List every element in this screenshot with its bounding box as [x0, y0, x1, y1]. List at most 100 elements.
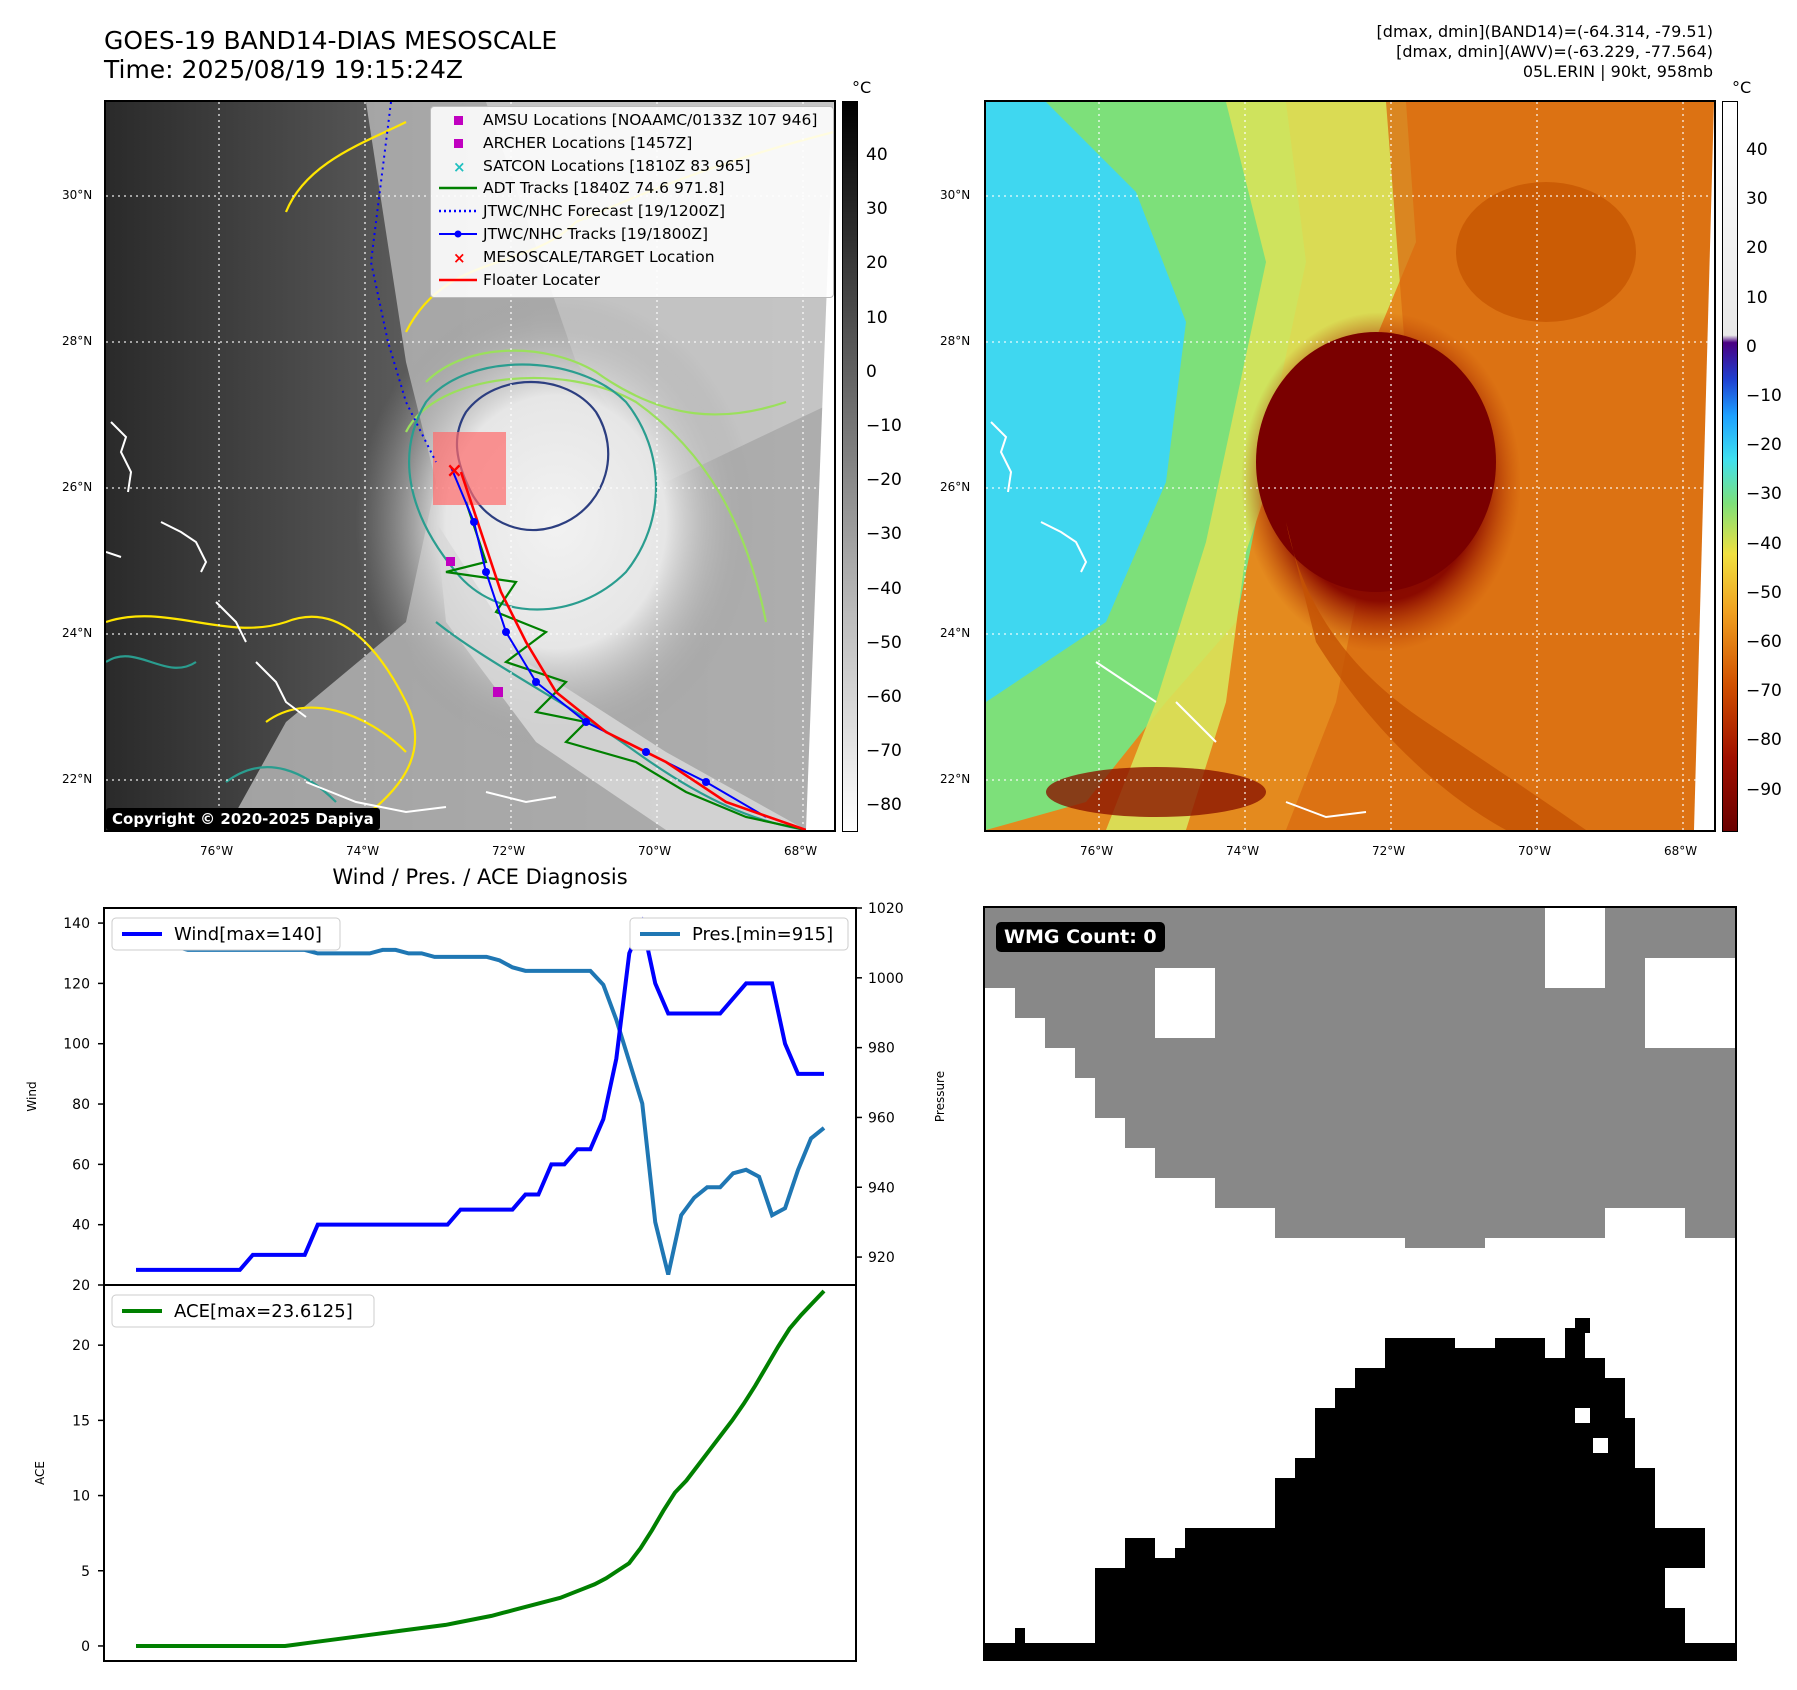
lon-label-76-right: 76°W [1080, 844, 1114, 858]
gray-colorbar-tick: −50 [866, 632, 902, 653]
diagnosis-title: Wind / Pres. / ACE Diagnosis [332, 865, 628, 889]
gray-colorbar-tick: −10 [866, 416, 902, 436]
lon-label-74-right: 74°W [1226, 844, 1260, 858]
wind-pressure-frame [103, 907, 857, 1286]
pressure-tick-label: 1020 [868, 901, 904, 917]
wmg-mask-image [985, 908, 1735, 1659]
gray-colorbar-tick: 40 [866, 145, 888, 165]
legend-symbol: × [453, 249, 466, 267]
legend-symbol: × [453, 158, 466, 176]
gray-colorbar-tick: 20 [866, 253, 888, 274]
pressure-series-line [136, 923, 826, 1276]
legend-label: Floater Locater [483, 270, 600, 289]
ace-series-line [136, 1289, 826, 1648]
legend-label: ARCHER Locations [1457Z] [483, 133, 693, 152]
color-colorbar-tick: 30 [1746, 189, 1768, 210]
copyright-label: Copyright © 2020-2025 Dapiya [106, 808, 380, 830]
ace-legend-label: ACE[max=23.6125] [174, 1301, 353, 1322]
gray-colorbar-tick: −80 [866, 795, 902, 816]
wind-tick-label: 80 [72, 1097, 90, 1113]
legend-symbol [439, 230, 477, 238]
lat-label-30: 30°N [62, 188, 93, 202]
lon-label-70-right: 70°W [1518, 844, 1552, 858]
gray-colorbar-unit: °C [852, 78, 872, 97]
pressure-tick-label: 960 [868, 1110, 895, 1126]
ace-tick-label: 0 [81, 1639, 90, 1655]
pressure-tick-label: 940 [868, 1180, 895, 1196]
color-colorbar-tick: −30 [1746, 484, 1782, 505]
pressure-tick-label: 980 [868, 1041, 895, 1057]
gray-colorbar-tick: −30 [866, 524, 902, 545]
meta-band14: [dmax, dmin](BAND14)=(-64.314, -79.51) [1376, 22, 1713, 41]
ace-tick-label: 20 [72, 1338, 90, 1354]
ace-tick-label: 5 [81, 1564, 90, 1580]
legend-symbol [439, 209, 477, 213]
legend-label: SATCON Locations [1810Z 83 965] [483, 156, 751, 175]
gray-colorbar-tick: 0 [866, 361, 877, 382]
svg-text:×: × [453, 249, 466, 267]
gray-colorbar-tick: −70 [866, 741, 902, 762]
wmg-count-badge: WMG Count: 0 [996, 922, 1165, 952]
wind-tick-label: 20 [72, 1278, 90, 1294]
pressure-legend-box [629, 917, 849, 951]
legend-symbol [439, 187, 477, 190]
pressure-legend-label: Pres.[min=915] [692, 924, 833, 945]
lon-label-76: 76°W [200, 844, 234, 858]
wind-tick-label: 40 [72, 1218, 90, 1234]
lon-label-68: 68°W [784, 844, 818, 858]
color-colorbar-tick: 0 [1746, 336, 1757, 357]
meta-storm: 05L.ERIN | 90kt, 958mb [1522, 62, 1713, 81]
color-colorbar-tick: −20 [1746, 435, 1782, 456]
gray-colorbar [842, 101, 858, 832]
ace-frame [103, 1284, 857, 1662]
lat-label-22: 22°N [62, 772, 93, 786]
legend-label: AMSU Locations [NOAAMC/0133Z 107 946] [483, 111, 818, 129]
legend-label: MESOSCALE/TARGET Location [483, 247, 715, 266]
pressure-axis-label: Pressure [933, 1071, 947, 1122]
lat-label-30-right: 30°N [940, 188, 971, 202]
lon-label-72-right: 72°W [1372, 844, 1406, 858]
color-colorbar-tick: −60 [1746, 632, 1782, 652]
color-colorbar-tick: 40 [1746, 140, 1768, 160]
legend-symbol [454, 138, 463, 148]
legend-symbol [454, 116, 463, 125]
svg-text:×: × [453, 158, 466, 176]
color-colorbar [1722, 101, 1738, 832]
awv-map-panel [984, 100, 1716, 832]
color-colorbar-tick: −70 [1746, 681, 1782, 702]
wind-tick-label: 100 [63, 1037, 90, 1053]
lon-label-68-right: 68°W [1664, 844, 1698, 858]
lat-label-28-right: 28°N [940, 334, 971, 348]
lat-label-24: 24°N [62, 626, 93, 640]
gray-colorbar-tick: −20 [866, 470, 902, 491]
wind-tick-label: 140 [63, 916, 90, 932]
lat-label-26: 26°N [62, 480, 93, 494]
legend-label: JTWC/NHC Forecast [19/1200Z] [483, 202, 726, 221]
gray-colorbar-tick: 30 [866, 199, 888, 220]
lon-label-72: 72°W [492, 844, 526, 858]
awv-map-image [986, 102, 1714, 830]
metadata-block: [dmax, dmin](BAND14)=(-64.314, -79.51) [… [1377, 22, 1713, 82]
wind-tick-label: 60 [72, 1157, 90, 1173]
lon-label-74: 74°W [346, 844, 380, 858]
gray-colorbar-tick: −40 [866, 578, 902, 599]
wind-legend-box [111, 917, 341, 951]
gray-colorbar-tick: −60 [866, 687, 902, 707]
wind-tick-label: 120 [63, 976, 90, 992]
legend-symbol [439, 278, 477, 281]
color-colorbar-tick: 10 [1746, 287, 1768, 308]
color-colorbar-tick: −40 [1746, 533, 1782, 554]
color-colorbar-tick: −90 [1746, 779, 1782, 800]
color-colorbar-tick: −80 [1746, 730, 1782, 751]
legend-label: JTWC/NHC Tracks [19/1800Z] [483, 225, 709, 243]
pressure-tick-label: 1000 [868, 971, 904, 987]
wmg-panel [983, 906, 1737, 1661]
lat-label-22-right: 22°N [940, 772, 971, 786]
color-colorbar-tick: −10 [1746, 386, 1782, 406]
wind-series-line [136, 916, 824, 1272]
ace-tick-label: 15 [72, 1413, 90, 1429]
ace-tick-label: 10 [72, 1489, 90, 1505]
svg-text:×: × [446, 458, 463, 482]
legend-label: ADT Tracks [1840Z 74.6 971.8] [483, 179, 725, 198]
ace-axis-label: ACE [33, 1461, 47, 1485]
